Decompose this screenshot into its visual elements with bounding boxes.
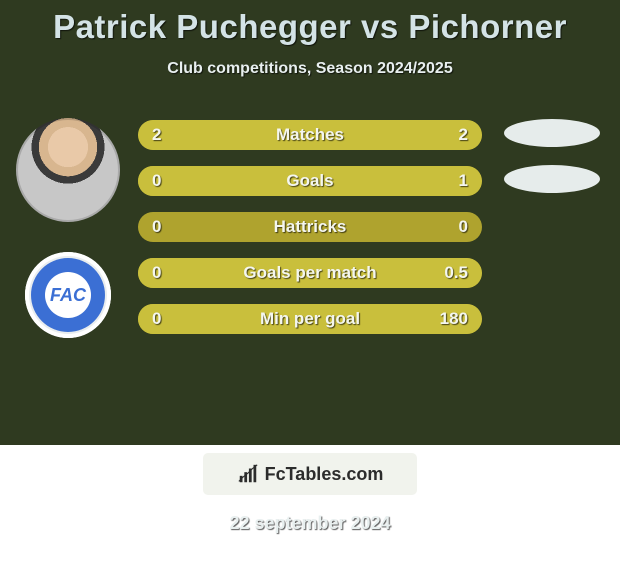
- stat-bar: 00.5Goals per match: [138, 258, 482, 288]
- brand-badge: FcTables.com: [203, 453, 417, 495]
- stat-label: Goals per match: [138, 263, 482, 283]
- right-ellipse-slot: [492, 210, 612, 240]
- right-ellipse-slot: [492, 118, 612, 148]
- stat-bar: 00Hattricks: [138, 212, 482, 242]
- stat-bars: 22Matches 01Goals 00Hattricks 00.5Goals per…: [138, 120, 482, 350]
- date-text: 22 september 2024: [0, 513, 620, 534]
- comparison-card: Patrick Puchegger vs Pichorner Club comp…: [0, 0, 620, 445]
- player-photo: [16, 118, 120, 222]
- club-logo: FAC: [25, 252, 111, 338]
- stat-bar: 22Matches: [138, 120, 482, 150]
- stat-bar: 01Goals: [138, 166, 482, 196]
- player-marker-ellipse: [504, 165, 600, 193]
- stat-label: Goals: [138, 171, 482, 191]
- club-logo-ring: FAC: [31, 258, 105, 332]
- stat-label: Min per goal: [138, 309, 482, 329]
- brand-text: FcTables.com: [265, 464, 384, 485]
- left-player-column: FAC: [8, 118, 128, 338]
- page-title: Patrick Puchegger vs Pichorner: [0, 8, 620, 46]
- right-ellipse-slot: [492, 164, 612, 194]
- club-logo-initials: FAC: [45, 272, 91, 318]
- right-player-column: [492, 118, 612, 348]
- bar-chart-icon: [237, 463, 259, 485]
- stat-label: Hattricks: [138, 217, 482, 237]
- subtitle: Club competitions, Season 2024/2025: [0, 60, 620, 78]
- stat-bar: 0180Min per goal: [138, 304, 482, 334]
- player-marker-ellipse: [504, 119, 600, 147]
- right-ellipse-slot: [492, 256, 612, 286]
- stat-label: Matches: [138, 125, 482, 145]
- right-ellipse-slot: [492, 302, 612, 332]
